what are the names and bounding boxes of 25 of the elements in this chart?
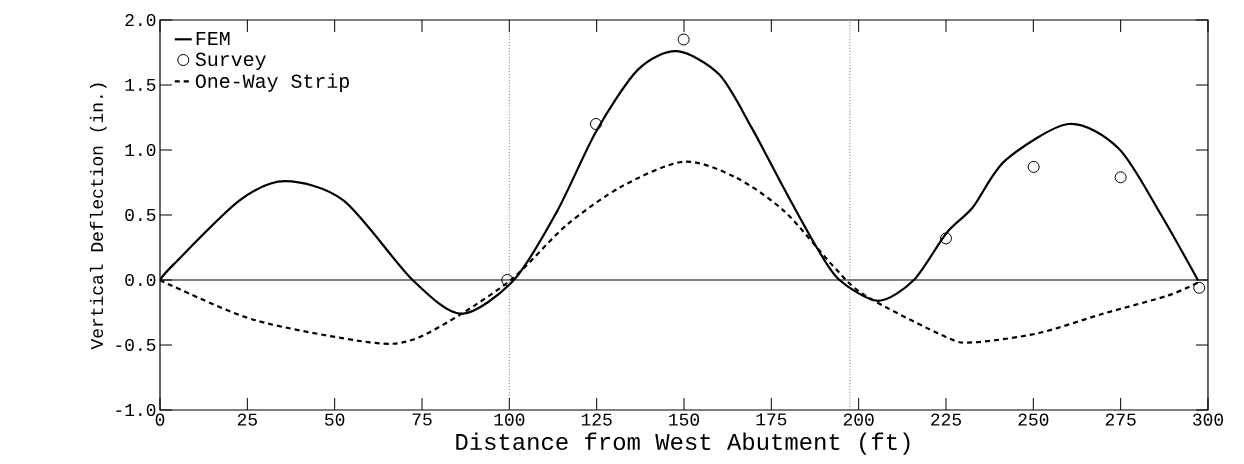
y-tick-label: 2.0: [125, 13, 156, 27]
legend-label: Survey: [195, 52, 266, 71]
x-tick-label: 225: [931, 413, 961, 426]
x-tick-label: 300: [1192, 413, 1224, 426]
x-tick-label: 125: [581, 413, 612, 426]
y-tick-label: 0.0: [125, 273, 156, 287]
x-tick-label: 75: [412, 413, 432, 426]
y-tick-label: -0.5: [116, 338, 156, 352]
y-tick-label: -1.0: [116, 403, 156, 417]
legend-label: FEM: [196, 31, 230, 46]
x-tick-label: 50: [325, 413, 345, 426]
x-tick-label: 175: [756, 413, 787, 426]
x-tick-label: 25: [237, 413, 257, 426]
y-tick-label: 0.5: [125, 208, 156, 222]
y-tick-label: 1.0: [125, 143, 156, 157]
x-tick-label: 250: [1018, 413, 1049, 426]
x-tick-label: 275: [1105, 413, 1136, 426]
x-tick-label: 200: [843, 413, 874, 426]
x-tick-label: 150: [669, 413, 700, 426]
x-tick-label: 100: [494, 413, 525, 426]
y-axis-title: Vertical Deflection (in.): [89, 83, 107, 350]
y-tick-label: 1.5: [125, 79, 156, 91]
x-tick-label: 0: [155, 413, 165, 426]
legend-label: One-Way Strip: [195, 73, 349, 92]
x-axis-title: Distance from West Abutment (ft): [456, 432, 910, 455]
